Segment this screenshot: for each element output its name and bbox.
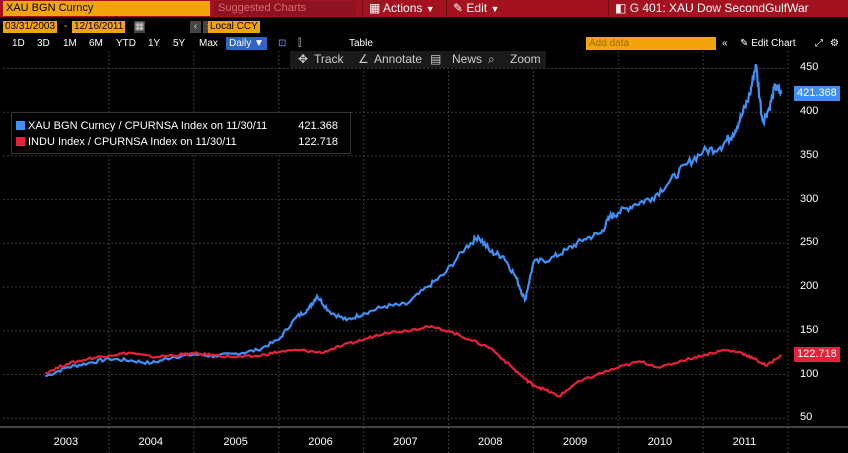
news-icon[interactable]: ▤ [430, 52, 442, 66]
x-tick-label: 2004 [138, 436, 163, 448]
period-6m[interactable]: 6M [89, 38, 103, 49]
legend-item-dow[interactable]: INDU Index / CPURNSA Index on 11/30/11 1… [16, 134, 346, 150]
legend-label: INDU Index / CPURNSA Index on 11/30/11 [28, 136, 237, 148]
chart-tools-bar: ✥ Track ∠ Annotate ▤ News ⌕ Zoom [290, 51, 546, 68]
end-date-field[interactable]: 12/16/2011 [72, 21, 126, 33]
period-bar: 1D 3D 1M 6M YTD 1Y 5Y Max Daily ▼ ⊡ ⫿ Ta… [0, 37, 848, 50]
expand-icon[interactable]: ⤢ [815, 38, 823, 49]
x-tick-label: 2006 [308, 436, 333, 448]
zoom-button[interactable]: Zoom [510, 52, 541, 66]
chart-title: ◧ G 401: XAU Dow SecondGulfWar [608, 0, 846, 17]
y-tick-label: 450 [800, 61, 819, 74]
security-input[interactable]: XAU BGN Curncy [3, 1, 210, 16]
x-tick-label: 2009 [562, 436, 588, 448]
legend-swatch [16, 137, 25, 146]
period-3d[interactable]: 3D [37, 38, 50, 49]
suggested-charts-button[interactable]: Suggested Charts [214, 1, 356, 16]
x-tick-label: 2010 [647, 436, 673, 448]
x-tick-label: 2005 [223, 436, 248, 448]
frequency-select[interactable]: Daily ▼ [226, 37, 267, 50]
calendar-icon[interactable]: ▦ [134, 21, 145, 33]
edit-chart-label: Edit Chart [751, 38, 796, 49]
last-value-dow: 122.718 [794, 346, 840, 362]
chart-legend: XAU BGN Curncy / CPURNSA Index on 11/30/… [11, 112, 351, 154]
period-max[interactable]: Max [199, 38, 218, 49]
settings-icon[interactable]: ⚙ [830, 38, 839, 49]
edit-chart-button[interactable]: ✎ Edit Chart [740, 38, 796, 49]
legend-value: 122.718 [298, 136, 338, 148]
drag-handle-icon[interactable]: ✥ [298, 52, 309, 66]
track-button[interactable]: Track [314, 52, 344, 66]
frequency-label: Daily [229, 38, 252, 49]
period-5y[interactable]: 5Y [173, 38, 186, 49]
edit-menu[interactable]: ✎ Edit ▼ [446, 0, 506, 17]
period-ytd[interactable]: YTD [116, 38, 136, 49]
actions-icon: ▦ [369, 1, 381, 15]
table-button[interactable]: Table [349, 38, 373, 49]
period-1m[interactable]: 1M [63, 38, 77, 49]
y-tick-label: 150 [800, 323, 819, 336]
bookmark-icon: ◧ [615, 1, 627, 15]
x-tick-label: 2008 [477, 436, 503, 448]
annotate-icon[interactable]: ∠ [358, 52, 369, 66]
chart-title-text: G 401: XAU Dow SecondGulfWar [629, 1, 809, 15]
news-button[interactable]: News [452, 52, 483, 66]
chevron-down-icon: ▼ [490, 4, 500, 14]
x-tick-label: 2003 [53, 436, 79, 448]
last-value-gold: 421.368 [794, 85, 840, 101]
y-tick-label: 50 [800, 411, 813, 424]
y-tick-label: 200 [800, 280, 819, 293]
actions-menu[interactable]: ▦ Actions ▼ [362, 0, 444, 17]
start-date-field[interactable]: 03/31/2003 [3, 21, 58, 33]
add-data-input[interactable]: Add data [586, 37, 716, 50]
collapse-icon[interactable]: « [722, 38, 728, 49]
actions-label: Actions [383, 1, 423, 15]
line-chart-icon[interactable]: ⊡ [278, 38, 287, 49]
top-toolbar: XAU BGN Curncy Suggested Charts ▦ Action… [0, 0, 848, 17]
y-tick-label: 350 [800, 148, 819, 161]
y-tick-label: 300 [800, 192, 819, 205]
annotate-button[interactable]: Annotate [374, 52, 423, 66]
series-line-dow[interactable] [45, 324, 783, 398]
prev-arrow-icon[interactable]: ‹ [190, 21, 201, 33]
chevron-down-icon: ▼ [425, 4, 435, 14]
legend-swatch [16, 121, 25, 130]
edit-label: Edit [466, 1, 488, 15]
period-1d[interactable]: 1D [12, 38, 25, 49]
y-tick-label: 400 [800, 105, 819, 118]
edit-icon: ✎ [453, 1, 464, 15]
date-range-bar: 03/31/2003 - 12/16/2011 ▦ ‹ › Local CCY [0, 19, 848, 36]
legend-item-gold[interactable]: XAU BGN Curncy / CPURNSA Index on 11/30/… [16, 118, 346, 134]
currency-select[interactable]: Local CCY [208, 21, 260, 33]
x-tick-label: 2011 [732, 436, 757, 448]
zoom-icon[interactable]: ⌕ [488, 52, 495, 66]
y-tick-label: 100 [800, 367, 819, 380]
period-1y[interactable]: 1Y [148, 38, 161, 49]
x-tick-label: 2007 [393, 436, 418, 448]
legend-value: 421.368 [298, 120, 338, 132]
date-separator: - [64, 21, 68, 32]
legend-label: XAU BGN Curncy / CPURNSA Index on 11/30/… [28, 120, 268, 132]
y-tick-label: 250 [800, 236, 819, 249]
bar-chart-icon[interactable]: ⫿ [298, 38, 302, 49]
